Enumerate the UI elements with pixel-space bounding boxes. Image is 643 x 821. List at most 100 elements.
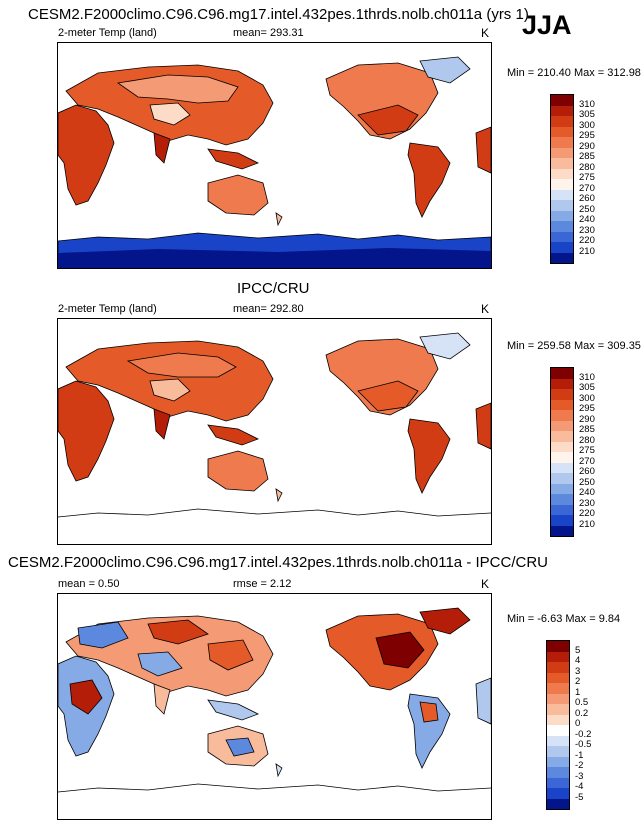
colorbar-swatch xyxy=(551,420,573,431)
colorbar-tick-label: -4 xyxy=(575,781,584,792)
colorbar-swatch xyxy=(551,116,573,127)
colorbar-tick-label: 295 xyxy=(579,403,595,414)
minmax-label: Min = 259.58 Max = 309.35 xyxy=(507,340,641,352)
colorbar-tick-label: 260 xyxy=(579,193,595,204)
colorbar-swatch xyxy=(551,452,573,463)
colorbar-tick-label: -1 xyxy=(575,749,584,761)
colorbar-tick-label: 300 xyxy=(579,392,595,404)
colorbar-tick-label: 300 xyxy=(579,119,595,131)
colorbar-swatch xyxy=(547,756,569,767)
colorbar-swatch xyxy=(551,95,573,106)
colorbar-tick-label: -0.5 xyxy=(575,739,592,750)
colorbar-tick-label: 310 xyxy=(579,371,595,383)
colorbar-swatch xyxy=(547,777,569,788)
map-observed-temperature xyxy=(57,318,492,545)
colorbar-tick-label: 240 xyxy=(579,214,595,225)
variable-label: 2-meter Temp (land) xyxy=(58,303,157,315)
colorbar-swatch xyxy=(551,473,573,484)
colorbar-swatch xyxy=(547,746,569,757)
colorbar-tick-label: 2 xyxy=(575,676,581,687)
colorbar-tick-label: 0.5 xyxy=(575,697,589,708)
colorbar-swatch xyxy=(551,158,573,169)
colorbar-swatch xyxy=(551,200,573,211)
rmse-label: rmse = 2.12 xyxy=(233,578,292,590)
colorbar-swatch xyxy=(547,788,569,799)
mean-label: mean= 292.80 xyxy=(233,303,304,315)
colorbar-tick-label: 285 xyxy=(579,151,595,162)
colorbar-tick-label: 3 xyxy=(575,665,581,677)
colorbar-tick-label: 275 xyxy=(579,172,595,183)
panel-title: IPCC/CRU xyxy=(237,280,310,297)
map-difference xyxy=(57,593,492,820)
colorbar-swatch xyxy=(547,672,569,683)
colorbar-swatch xyxy=(551,368,573,379)
units-label: K xyxy=(481,26,490,40)
colorbar-tick-label: 275 xyxy=(579,445,595,456)
colorbar-swatch xyxy=(551,105,573,116)
colorbar-swatch xyxy=(551,137,573,148)
minmax-label: Min = -6.63 Max = 9.84 xyxy=(507,613,621,625)
colorbar-tick-label: 220 xyxy=(579,508,595,519)
colorbar-swatches xyxy=(550,367,574,537)
colorbar-swatches xyxy=(546,640,570,810)
colorbar-swatch xyxy=(551,515,573,526)
colorbar-swatch xyxy=(551,221,573,232)
colorbar-swatch xyxy=(551,242,573,253)
colorbar-tick-label: 4 xyxy=(575,655,581,666)
season-label: JJA xyxy=(522,10,572,40)
colorbar-swatch xyxy=(551,483,573,494)
mean-label: mean = 0.50 xyxy=(58,578,120,590)
colorbar-tick-label: 0.2 xyxy=(575,707,589,719)
colorbar-tick-label: 290 xyxy=(579,413,595,425)
units-label: K xyxy=(481,302,490,316)
colorbar-tick-label: 280 xyxy=(579,434,595,446)
colorbar-tick-label: -5 xyxy=(575,791,584,803)
colorbar-tick-label: 260 xyxy=(579,466,595,477)
colorbar-tick-label: 250 xyxy=(579,203,595,215)
colorbar-tick-label: 290 xyxy=(579,140,595,152)
colorbar-tick-label: -3 xyxy=(575,770,584,782)
colorbar-tick-label: 310 xyxy=(579,98,595,110)
colorbar-tick-label: 250 xyxy=(579,476,595,488)
colorbar-swatch xyxy=(551,252,573,263)
colorbar-swatch xyxy=(551,168,573,179)
colorbar-tick-label: 305 xyxy=(579,382,595,393)
colorbar-swatch xyxy=(551,378,573,389)
colorbar-tick-label: 210 xyxy=(579,245,595,257)
colorbar-tick-label: 5 xyxy=(575,644,581,656)
minmax-label: Min = 210.40 Max = 312.98 xyxy=(507,67,641,79)
colorbar-swatch xyxy=(551,179,573,190)
map-model-temperature xyxy=(57,42,492,269)
colorbar-tick-label: -0.2 xyxy=(575,728,592,740)
panel-title: CESM2.F2000climo.C96.C96.mg17.intel.432p… xyxy=(8,554,548,571)
colorbar-tick-label: 220 xyxy=(579,235,595,246)
colorbar-swatch xyxy=(547,735,569,746)
colorbar-tick-label: 270 xyxy=(579,455,595,467)
colorbar-tick-label: 210 xyxy=(579,518,595,530)
colorbar-tick-label: 0 xyxy=(575,718,581,729)
colorbar-swatch xyxy=(547,662,569,673)
colorbar-swatch xyxy=(551,126,573,137)
colorbar-swatch xyxy=(547,704,569,715)
colorbar-swatch xyxy=(547,683,569,694)
colorbar-tick-label: 280 xyxy=(579,161,595,173)
colorbar-swatch xyxy=(551,389,573,400)
colorbar-swatch xyxy=(551,525,573,536)
colorbar-tick-label: -2 xyxy=(575,760,584,771)
colorbar-tick-label: 240 xyxy=(579,487,595,498)
colorbar-swatch xyxy=(551,231,573,242)
colorbar-tick-label: 305 xyxy=(579,109,595,120)
colorbar-swatch xyxy=(551,494,573,505)
colorbar-swatch xyxy=(547,641,569,652)
colorbar-swatch xyxy=(551,189,573,200)
colorbar-tick-label: 230 xyxy=(579,497,595,509)
colorbar-swatch xyxy=(547,798,569,809)
colorbar-swatch xyxy=(547,725,569,736)
colorbar-tick-label: 295 xyxy=(579,130,595,141)
panel-title: CESM2.F2000climo.C96.C96.mg17.intel.432p… xyxy=(28,6,529,23)
colorbar-swatch xyxy=(547,693,569,704)
colorbar-swatch xyxy=(547,651,569,662)
variable-label: 2-meter Temp (land) xyxy=(58,27,157,39)
units-label: K xyxy=(481,577,490,591)
colorbar-tick-label: 1 xyxy=(575,686,581,698)
